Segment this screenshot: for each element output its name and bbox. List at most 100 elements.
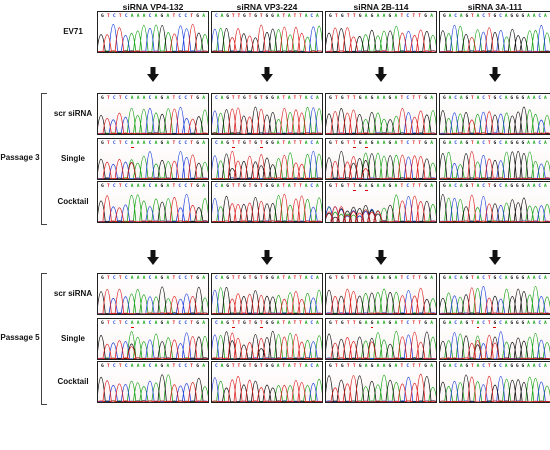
- base-letter: G: [515, 321, 519, 326]
- chromatogram-trace: [212, 106, 322, 134]
- base-letter: C: [538, 14, 542, 19]
- base-letter: A: [394, 184, 398, 189]
- base-letter: C: [124, 141, 128, 146]
- base-letter: G: [465, 96, 469, 101]
- base-letter: C: [406, 184, 410, 189]
- row-label: scr siRNA: [53, 109, 93, 118]
- base-letter: A: [532, 141, 536, 146]
- row-label: Cocktail: [57, 377, 89, 386]
- base-letter: G: [254, 364, 258, 369]
- base-letter: T: [346, 96, 350, 101]
- base-letter: A: [154, 96, 158, 101]
- row-label: scr siRNA: [53, 289, 93, 298]
- base-letter: T: [412, 276, 416, 281]
- chromatogram-trace: [98, 24, 208, 52]
- base-letter: A: [448, 141, 452, 146]
- trace-line-A: [440, 109, 550, 134]
- base-letter: A: [382, 184, 386, 189]
- chromatogram-trace: [98, 107, 208, 134]
- trace-line-A: [98, 374, 208, 402]
- base-letter: G: [265, 141, 269, 146]
- base-letter: A: [276, 276, 280, 281]
- base-letter: C: [454, 141, 457, 146]
- base-letter: A: [394, 321, 398, 326]
- base-letter: A: [543, 364, 547, 369]
- base-letter: G: [254, 14, 258, 19]
- base-letter: A: [364, 321, 368, 326]
- base-letter: C: [148, 276, 152, 281]
- base-letter: G: [265, 14, 269, 19]
- base-letter: T: [400, 321, 404, 326]
- base-letter: A: [527, 364, 530, 369]
- trace-line-A: [440, 197, 550, 222]
- trace-line-T: [326, 27, 436, 52]
- base-letter: G: [465, 141, 469, 146]
- base-letter: A: [136, 364, 140, 369]
- base-letter: A: [364, 184, 368, 191]
- base-letter: A: [130, 184, 134, 189]
- base-letter: G: [196, 364, 200, 369]
- base-letter: T: [231, 364, 235, 369]
- base-letter: G: [340, 276, 344, 281]
- base-letter: C: [148, 184, 152, 189]
- base-letter: C: [482, 141, 486, 146]
- base-letter: C: [124, 184, 128, 189]
- base-letter: A: [382, 321, 386, 326]
- base-letter: T: [412, 96, 416, 101]
- base-letter: T: [231, 96, 235, 101]
- base-letter: A: [276, 14, 280, 19]
- base-letter: C: [112, 14, 116, 19]
- column-header: siRNA 3A-111: [467, 2, 523, 12]
- chromatogram-trace: [326, 331, 436, 359]
- base-letter: T: [190, 364, 194, 369]
- base-letter: G: [340, 364, 344, 369]
- base-letter: T: [346, 364, 350, 369]
- base-letter: T: [106, 321, 110, 326]
- base-letter: G: [329, 364, 332, 369]
- base-letter: T: [248, 364, 252, 369]
- base-letter: C: [406, 14, 410, 19]
- base-letter: C: [178, 364, 182, 369]
- base-letter: T: [334, 364, 338, 369]
- trace-line-T: [326, 195, 436, 222]
- base-letter: C: [538, 184, 542, 189]
- base-letter: G: [493, 184, 497, 189]
- base-letter: G: [358, 141, 362, 146]
- base-letter: A: [448, 96, 452, 101]
- base-letter: A: [166, 276, 170, 281]
- base-letter: T: [231, 321, 235, 328]
- base-letter: G: [424, 364, 428, 369]
- trace-line-T: [326, 154, 436, 179]
- base-letter: G: [196, 321, 200, 326]
- base-letter: G: [465, 276, 469, 281]
- base-letter: A: [166, 141, 170, 146]
- passage-label: Passage 5: [0, 333, 40, 342]
- base-letter: A: [504, 141, 508, 146]
- base-letter: C: [215, 364, 218, 369]
- base-letter: T: [471, 184, 474, 189]
- base-letter: T: [259, 364, 263, 369]
- base-letter: A: [476, 364, 480, 369]
- chromatogram-trace: [98, 151, 208, 179]
- base-letter: A: [527, 184, 530, 189]
- base-letter: G: [329, 14, 332, 19]
- base-letter: T: [237, 364, 241, 369]
- base-letter: T: [334, 321, 338, 326]
- base-letter: A: [430, 141, 433, 146]
- base-letter: A: [364, 14, 368, 19]
- base-letter: A: [136, 184, 140, 189]
- base-letter: C: [148, 364, 152, 369]
- base-letter: T: [282, 14, 286, 19]
- trace-line-G: [98, 374, 208, 402]
- base-letter: T: [248, 276, 252, 281]
- base-letter: T: [118, 276, 122, 281]
- base-letter: T: [118, 14, 122, 19]
- base-letter: T: [237, 141, 241, 146]
